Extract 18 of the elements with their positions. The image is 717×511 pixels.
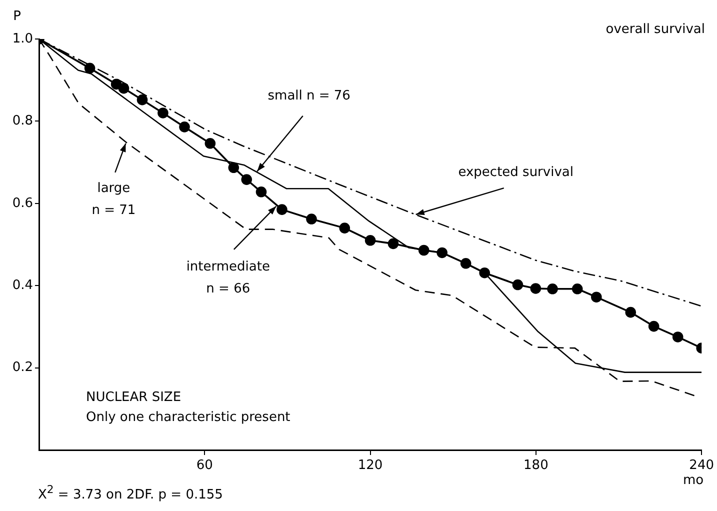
text: overall survival xyxy=(606,21,705,39)
x-tick-label: 120 xyxy=(358,458,383,474)
y-tick-label: 0.2 xyxy=(12,360,33,376)
x-tick-label: 60 xyxy=(196,458,213,474)
y-tick-label: 1.0 xyxy=(12,31,33,46)
y-tick-label: 0.8 xyxy=(12,114,33,129)
x-tick-label: 240 xyxy=(689,458,714,474)
annotation: expected survival xyxy=(458,164,574,180)
annotation: small n = 76 xyxy=(268,88,350,104)
y-tick-label: 0.4 xyxy=(12,278,33,293)
text: X$^{2}$ = 3.73 on 2DF. p = 0.155 xyxy=(38,482,223,504)
y-tick-label: 0.6 xyxy=(12,196,33,211)
x-tick-label: 180 xyxy=(524,458,548,474)
x-axis-title: mo xyxy=(682,472,704,488)
annotation: NUCLEAR SIZE Only one characteristic present xyxy=(86,389,290,427)
y-axis-title: P xyxy=(13,8,22,24)
annotation: large n = 71 xyxy=(92,180,136,218)
annotation: intermediate n = 66 xyxy=(186,260,270,297)
